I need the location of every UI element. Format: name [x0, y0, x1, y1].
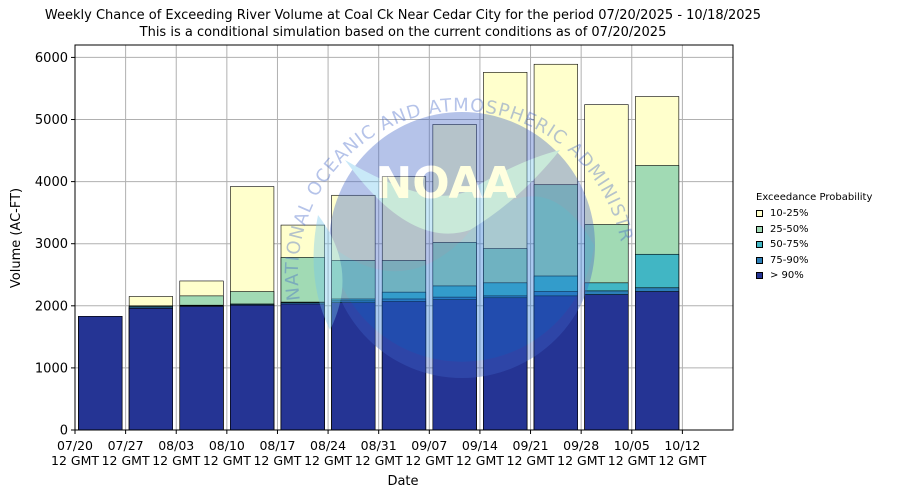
legend-item: > 90%: [756, 268, 872, 284]
bar-90-3: [230, 304, 275, 431]
x-tick-label: 08/24: [310, 438, 346, 453]
chart-title: Weekly Chance of Exceeding River Volume …: [44, 8, 762, 23]
legend-item: 10-25%: [756, 206, 872, 222]
x-tick-label-time: 12 GMT: [51, 453, 99, 468]
y-axis-label: Volume (AC-FT): [9, 188, 24, 288]
x-tick-label-time: 12 GMT: [405, 453, 453, 468]
x-tick-label: 08/31: [361, 438, 397, 453]
legend: Exceedance Probability 10-25% 25-50% 50-75…: [756, 192, 872, 284]
bar-90-4: [280, 303, 325, 431]
x-tick-label-time: 12 GMT: [152, 453, 200, 468]
legend-swatch: [756, 225, 763, 233]
chart-subtitle: This is a conditional simulation based o…: [139, 25, 667, 40]
x-tick-label: 10/12: [664, 438, 700, 453]
legend-swatch: [756, 272, 763, 280]
x-tick-label-time: 12 GMT: [304, 453, 352, 468]
noaa-logo-bird: [345, 150, 560, 234]
x-tick-label: 10/05: [614, 438, 650, 453]
y-tick-label: 4000: [35, 175, 68, 190]
x-tick-label-time: 12 GMT: [456, 453, 504, 468]
x-tick-label: 08/17: [259, 438, 295, 453]
noaa-logo-circle: [329, 112, 595, 378]
x-tick-label: 07/27: [108, 438, 144, 453]
x-tick-label-time: 12 GMT: [253, 453, 301, 468]
x-tick-label-time: 12 GMT: [557, 453, 605, 468]
legend-swatch: [756, 256, 763, 264]
x-tick-label-time: 12 GMT: [355, 453, 403, 468]
x-tick-label-time: 12 GMT: [203, 453, 251, 468]
legend-label: 50-75%: [770, 239, 809, 251]
bar-90-6: [381, 301, 427, 431]
bar-90-8: [483, 297, 528, 431]
legend-swatch: [756, 210, 763, 218]
noaa-logo-wing: [313, 215, 343, 330]
x-tick-label-time: 12 GMT: [102, 453, 150, 468]
y-tick-label: 5000: [35, 113, 68, 128]
y-tick-label: 1000: [35, 361, 68, 376]
x-tick-label: 07/20: [57, 438, 93, 453]
y-tick-label: 3000: [35, 237, 68, 252]
bar-90-9: [533, 295, 578, 431]
x-tick-label: 08/03: [158, 438, 194, 453]
y-tick-label: 6000: [35, 51, 68, 66]
bar-90-5: [331, 302, 376, 431]
noaa-logo-lower: [330, 196, 594, 362]
legend-item: 50-75%: [756, 237, 872, 253]
legend-swatch: [756, 241, 763, 249]
bar-90-1: [128, 307, 173, 431]
y-tick-label: 2000: [35, 299, 68, 314]
bar-90-10: [584, 294, 629, 431]
x-tick-label: 09/07: [411, 438, 447, 453]
x-tick-label: 09/28: [563, 438, 599, 453]
legend-title: Exceedance Probability: [756, 192, 873, 203]
x-tick-label: 09/14: [462, 438, 498, 453]
bar-90-7: [432, 299, 477, 431]
bar-90-0: [78, 316, 123, 431]
legend-label: 75-90%: [770, 254, 809, 266]
bar-90-2: [179, 306, 224, 431]
x-tick-label: 09/21: [513, 438, 549, 453]
x-tick-label-time: 12 GMT: [507, 453, 555, 468]
noaa-logo-text: NOAA: [375, 158, 516, 209]
plot-frame: [74, 44, 734, 431]
bars: [78, 63, 680, 431]
legend-label: > 90%: [770, 270, 804, 282]
legend-label: 25-50%: [770, 223, 809, 235]
x-tick-label-time: 12 GMT: [608, 453, 656, 468]
bar-90-11: [635, 291, 680, 431]
x-tick-label-time: 12 GMT: [658, 453, 706, 468]
y-tick-label: 0: [60, 424, 68, 439]
legend-label: 10-25%: [770, 208, 809, 220]
legend-item: 25-50%: [756, 222, 872, 238]
x-tick-label: 08/10: [209, 438, 245, 453]
x-axis-label: Date: [387, 474, 418, 489]
legend-item: 75-90%: [756, 253, 872, 269]
